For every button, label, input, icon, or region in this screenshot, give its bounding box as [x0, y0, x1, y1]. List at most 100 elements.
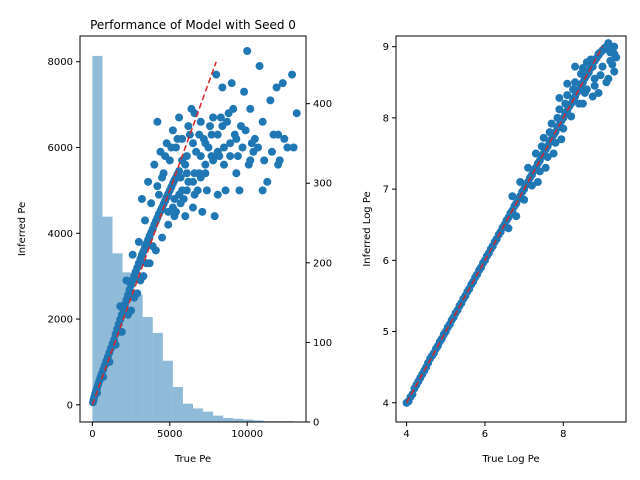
scatter-point: [537, 142, 546, 151]
hist-bar: [243, 419, 254, 422]
left-y2-ticks: 0 100 200 300 400: [306, 99, 332, 429]
y-tick-label: 6000: [48, 143, 73, 154]
y-tick-label: 8: [383, 113, 389, 124]
y-tick-label: 2000: [48, 315, 73, 326]
scatter-point: [190, 169, 199, 178]
scatter-point: [527, 181, 536, 190]
scatter-point: [260, 156, 269, 165]
scatter-point: [229, 104, 238, 113]
scatter-point: [215, 152, 224, 161]
scatter-point: [150, 160, 159, 169]
scatter-point: [576, 69, 585, 78]
scatter-point: [210, 212, 219, 221]
scatter-point: [235, 186, 244, 195]
scatter-point: [280, 134, 289, 143]
y-tick-label: 5: [383, 327, 389, 338]
scatter-point: [130, 293, 139, 302]
hist-bar: [132, 294, 143, 422]
scatter-point: [148, 242, 157, 251]
scatter-point: [128, 250, 137, 259]
y2-tick-label: 200: [313, 258, 332, 269]
scatter-point: [247, 139, 256, 148]
scatter-point: [226, 152, 235, 161]
scatter-point: [227, 79, 236, 88]
scatter-point: [596, 71, 605, 80]
scatter-point: [154, 190, 163, 199]
x-tick-label: 8: [560, 429, 566, 440]
scatter-point: [196, 117, 205, 126]
hist-bar: [182, 403, 193, 422]
y-tick-label: 6: [383, 256, 389, 267]
scatter-point: [563, 91, 572, 100]
y-tick-label: 7: [383, 185, 389, 196]
scatter-point: [207, 130, 216, 139]
scatter-point: [555, 93, 564, 102]
scatter-point: [192, 147, 201, 156]
scatter-point: [569, 85, 578, 94]
scatter-point: [563, 79, 572, 88]
left-x-label: True Pe: [174, 454, 211, 465]
scatter-point: [531, 149, 540, 158]
scatter-point: [246, 156, 255, 165]
hist-bar: [142, 316, 153, 422]
hist-bar: [92, 55, 103, 422]
scatter-point: [520, 195, 529, 204]
x-tick-label: 0: [89, 429, 95, 440]
scatter-point: [567, 112, 576, 121]
scatter-point: [543, 153, 552, 162]
scatter-point: [153, 117, 162, 126]
scatter-point: [223, 117, 232, 126]
scatter-point: [549, 149, 558, 158]
scatter-point: [144, 177, 153, 186]
scatter-point: [153, 182, 162, 191]
scatter-point: [189, 203, 197, 212]
scatter-point: [182, 152, 191, 161]
scatter-point: [594, 88, 603, 97]
right-axes-frame: [395, 35, 627, 423]
scatter-point: [272, 83, 281, 92]
scatter-point: [590, 81, 599, 90]
scatter-point: [539, 133, 548, 142]
right-x-ticks: 4 6 8: [403, 422, 566, 440]
scatter-point: [219, 160, 228, 169]
hist-bar: [152, 332, 163, 422]
hist-bar: [233, 418, 244, 422]
scatter-point: [561, 99, 570, 108]
left-chart-title: Performance of Model with Seed 0: [90, 18, 296, 32]
left-histogram: [92, 55, 294, 422]
scatter-point: [598, 62, 607, 71]
scatter-point: [213, 130, 222, 139]
scatter-point: [181, 160, 190, 169]
scatter-point: [508, 192, 517, 201]
scatter-point: [184, 122, 193, 131]
scatter-point: [580, 88, 589, 97]
hist-bar: [162, 360, 173, 422]
scatter-point: [588, 92, 597, 101]
scatter-point: [610, 67, 619, 76]
scatter-point: [184, 177, 193, 186]
scatter-point: [185, 130, 194, 139]
left-diagonal: [91, 61, 217, 406]
scatter-point: [171, 207, 180, 216]
scatter-point: [175, 167, 184, 176]
scatter-point: [164, 207, 173, 216]
scatter-point: [254, 143, 263, 152]
scatter-point: [571, 62, 580, 71]
y-tick-label: 4000: [48, 229, 73, 240]
scatter-point: [289, 143, 298, 152]
hist-bar: [213, 415, 224, 422]
scatter-point: [134, 237, 143, 246]
scatter-point: [533, 177, 542, 186]
scatter-point: [218, 83, 227, 92]
scatter-point: [141, 216, 150, 225]
scatter-point: [258, 117, 267, 126]
scatter-point: [288, 70, 297, 79]
y2-tick-label: 300: [313, 179, 332, 190]
hist-bar: [223, 418, 234, 422]
scatter-point: [221, 186, 230, 195]
scatter-point: [164, 220, 173, 229]
scatter-point: [292, 109, 301, 118]
scatter-point: [604, 74, 613, 83]
scatter-point: [182, 169, 191, 178]
scatter-point: [226, 139, 235, 148]
